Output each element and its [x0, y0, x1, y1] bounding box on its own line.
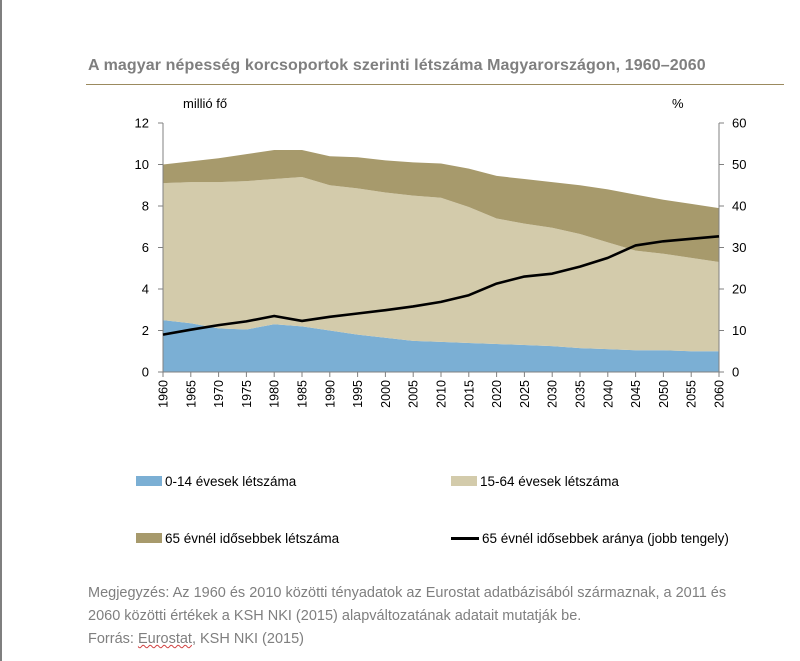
title-underline: [86, 84, 784, 85]
y-tick-label-left: 6: [142, 240, 149, 255]
y-axis-title-left: millió fő: [183, 96, 228, 111]
x-tick-label: 1980: [268, 380, 282, 408]
x-tick-label: 1995: [351, 380, 365, 408]
legend-item-ratio: 65 évnél idősebbek aránya (jobb tengely): [451, 531, 729, 546]
y-tick-label-right: 50: [732, 157, 746, 172]
x-tick-label: 1965: [184, 380, 198, 408]
x-tick-label: 2055: [685, 380, 699, 408]
y-tick-label-left: 4: [142, 282, 149, 297]
x-tick-label: 2000: [379, 380, 393, 408]
x-tick-label: 2030: [546, 380, 560, 408]
line-layer: [162, 235, 720, 336]
y-tick-label-left: 12: [135, 116, 149, 131]
source-rest: , KSH NKI (2015): [191, 631, 304, 647]
y-axis-title-right: %: [672, 96, 684, 111]
x-tick-label: 1990: [323, 380, 337, 408]
y-tick-label-right: 60: [732, 116, 746, 131]
line-65plus-ratio: [162, 235, 720, 336]
legend-item-0-14: 0-14 évesek létszáma: [136, 474, 296, 489]
area-65plus: [163, 149, 719, 263]
legend-swatch-15-64: [451, 476, 477, 487]
notes-block: Megjegyzés: Az 1960 és 2010 közötti tény…: [88, 582, 793, 651]
x-tick-label: 2020: [490, 380, 504, 408]
y-tick-label-left: 2: [142, 323, 149, 338]
chart-title: A magyar népesség korcsoportok szerinti …: [88, 57, 706, 74]
legend-label-0-14: 0-14 évesek létszáma: [165, 474, 297, 489]
legend-swatch-65plus: [136, 533, 162, 544]
source-prefix: Forrás:: [88, 631, 138, 647]
x-tick-label: 1975: [240, 380, 254, 408]
x-tick-label: 2040: [601, 380, 615, 408]
y-tick-label-left: 10: [135, 157, 149, 172]
source-eurostat: Eurostat: [137, 631, 192, 647]
legend-label-ratio: 65 évnél idősebbek aránya (jobb tengely): [482, 531, 729, 546]
legend-swatch-ratio: [451, 536, 479, 540]
y-tick-label-left: 0: [142, 365, 149, 380]
x-tick-label: 2045: [629, 380, 643, 408]
y-tick-label-right: 40: [732, 199, 746, 214]
x-tick-label: 1970: [212, 380, 226, 408]
x-tick-label: 2035: [574, 380, 588, 408]
x-tick-label: 1985: [296, 380, 310, 408]
legend-label-65plus: 65 évnél idősebbek létszáma: [165, 531, 340, 546]
y-tick-label-right: 30: [732, 240, 746, 255]
left-border: [0, 0, 2, 661]
x-tick-label: 2025: [518, 380, 532, 408]
x-tick-label: 2060: [713, 380, 727, 408]
note-line-2: 2060 közötti értékek a KSH NKI (2015) al…: [88, 608, 582, 624]
note-line-1: Megjegyzés: Az 1960 és 2010 közötti tény…: [88, 585, 727, 601]
x-tick-label: 2005: [407, 380, 421, 408]
area-15-64: [163, 176, 719, 352]
y-tick-label-right: 10: [732, 323, 746, 338]
y-tick-label-left: 8: [142, 199, 149, 214]
x-tick-label: 1960: [157, 380, 171, 408]
legend-label-15-64: 15-64 évesek létszáma: [480, 474, 619, 489]
axes: [158, 122, 724, 377]
area-0-14: [163, 320, 719, 372]
x-tick-label: 2015: [462, 380, 476, 408]
legend-swatch-0-14: [136, 476, 162, 487]
area-layers: [163, 149, 719, 372]
legend-item-15-64: 15-64 évesek létszáma: [451, 474, 619, 489]
x-tick-label: 2010: [435, 380, 449, 408]
y-tick-label-right: 20: [732, 282, 746, 297]
legend-item-65plus: 65 évnél idősebbek létszáma: [136, 531, 339, 546]
x-tick-label: 2050: [657, 380, 671, 408]
source-line: Forrás: Eurostat, KSH NKI (2015): [88, 628, 793, 651]
y-tick-label-right: 0: [732, 365, 739, 380]
